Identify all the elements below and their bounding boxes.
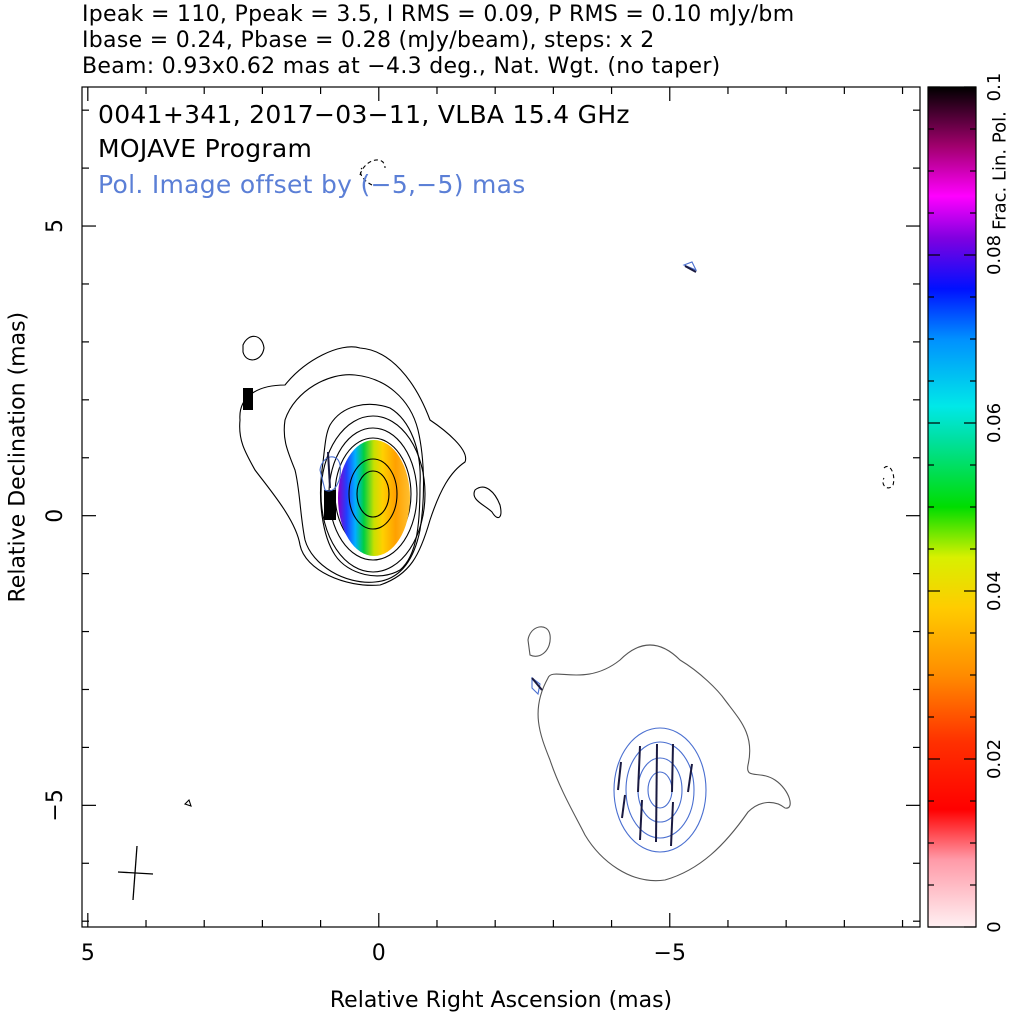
y-tick-label: 5 <box>43 219 68 233</box>
colorbar-tick-label: 0.1 <box>984 73 1005 102</box>
evpa-vectors <box>327 265 697 847</box>
total-intensity-contours <box>183 159 895 807</box>
evpa-vector <box>639 799 643 841</box>
evpa-vector <box>655 743 658 843</box>
colorbar-tick-label: 0.04 <box>984 571 1005 611</box>
evpa-vector <box>671 743 674 793</box>
plot-frame <box>81 86 921 928</box>
polarization-contours <box>319 261 791 882</box>
evpa-vector <box>617 761 622 791</box>
x-tick-label: 0 <box>372 941 386 966</box>
core-peak-contour-overlay <box>356 470 390 518</box>
axis-tick-labels: 5 0 −5 5 0 −5 <box>43 219 686 966</box>
header-intensity-stats: Ipeak = 110, Ppeak = 3.5, I RMS = 0.09, … <box>82 2 795 27</box>
y-axis-label: Relative Declination (mas) <box>5 311 31 603</box>
evpa-vector <box>621 794 626 819</box>
x-tick-label: 5 <box>81 941 95 966</box>
program-annotation: MOJAVE Program <box>98 134 313 163</box>
evpa-vector <box>637 745 641 793</box>
pol-image-knot-contour <box>527 626 551 657</box>
evpa-vector <box>687 763 693 793</box>
colorbar-tick-label: 0 <box>984 921 1005 932</box>
offset-annotation: Pol. Image offset by (−5,−5) mas <box>98 170 526 199</box>
pol-contour-blue-2 <box>625 741 695 839</box>
header-beam-info: Beam: 0.93x0.62 mas at −4.3 deg., Nat. W… <box>82 54 721 79</box>
contour-negative-right <box>882 466 895 489</box>
y-tick-label: −5 <box>43 789 68 821</box>
y-tick-label: 0 <box>43 509 68 523</box>
beam-marker <box>117 845 154 901</box>
pol-contour-blue-knot <box>531 676 541 696</box>
contour-knot-small-sw <box>183 798 192 807</box>
colorbar-tick-label: 0.02 <box>984 739 1005 779</box>
colorbar-label: Frac. Lin. Pol. <box>989 111 1011 230</box>
x-tick-label: −5 <box>654 941 686 966</box>
x-axis-label: Relative Right Ascension (mas) <box>329 988 673 1013</box>
evpa-vector <box>327 451 331 489</box>
contour-level-4 <box>320 415 426 573</box>
core-inner-contour-overlay <box>348 458 398 530</box>
contour-knot-nw <box>242 335 265 361</box>
header-base-levels: Ibase = 0.24, Pbase = 0.28 (mJy/beam), s… <box>82 28 655 53</box>
pol-contour-blue-3 <box>637 757 683 823</box>
evpa-vector <box>684 265 697 273</box>
colorbar-tick-label: 0.06 <box>984 403 1005 443</box>
pol-contour-blue-ne <box>682 261 698 272</box>
evpa-vector <box>670 801 674 847</box>
contour-level-3 <box>320 403 421 577</box>
colorbar-scale <box>927 86 977 928</box>
contour-negative-top <box>359 159 386 186</box>
fracpol-knot-nw <box>243 388 253 410</box>
source-annotation: 0041+341, 2017−03−11, VLBA 15.4 GHz <box>98 100 630 129</box>
evpa-vector <box>531 677 543 691</box>
fracpol-core-edge <box>324 490 336 520</box>
pol-image-outer-contour <box>537 644 791 882</box>
colorbar: 0 0.02 0.04 0.06 0.08 0.1 <box>927 73 1005 933</box>
axis-ticks <box>82 87 920 927</box>
pol-contour-blue-core <box>319 456 341 492</box>
pol-contour-blue-4 <box>647 771 673 809</box>
pol-contour-blue-1 <box>613 727 707 853</box>
contour-outer-core <box>239 346 467 586</box>
colorbar-tick-label: 0.08 <box>984 235 1005 275</box>
contour-level-2 <box>283 374 425 583</box>
contour-knot-east <box>473 486 502 519</box>
